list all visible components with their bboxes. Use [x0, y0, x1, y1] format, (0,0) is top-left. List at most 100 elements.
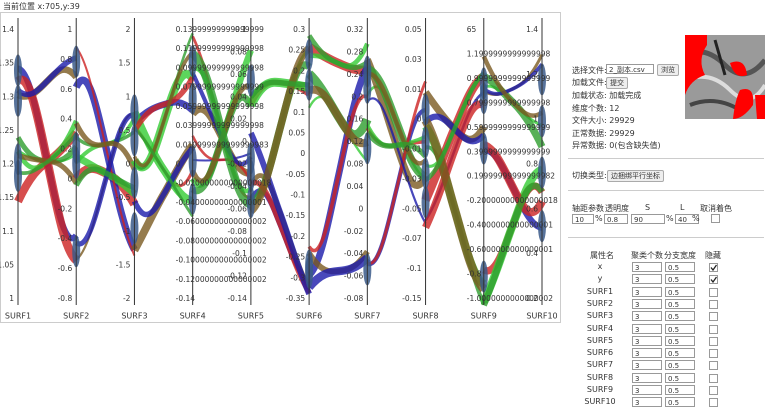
axis-tick-label: 0.5: [119, 126, 131, 135]
cluster-input[interactable]: 3: [632, 262, 662, 272]
axis-name: SURF1: [5, 312, 31, 321]
cluster-input[interactable]: 3: [632, 286, 662, 297]
file-input[interactable]: 2_副本.csv: [606, 64, 654, 74]
plot: SURF1 1.4 1.35 1.3 1.25 1.2 1.15 1.1 1.05 1 SURF2 1…: [0, 12, 561, 323]
axis-tick-label: 0.01: [405, 85, 422, 94]
axis-tick-label: -0.02: [227, 160, 247, 169]
axis-tick-label: -0.06000000000000002: [176, 217, 267, 226]
percent: %: [666, 214, 674, 223]
info-line: 文件大小: 29929: [572, 116, 635, 125]
width-input[interactable]: 0.5: [665, 372, 695, 383]
cluster-input[interactable]: 3: [632, 274, 662, 285]
submit-button[interactable]: 提交: [606, 77, 628, 89]
axis-tick-label: 0.3999999999999999: [467, 147, 551, 156]
table-header: 属性名: [590, 251, 614, 260]
bundle: [74, 112, 136, 247]
cluster-input[interactable]: 3: [632, 311, 662, 322]
width-input[interactable]: 0.5: [665, 360, 695, 371]
width-input[interactable]: 0.5: [665, 298, 695, 309]
l-input[interactable]: 40: [675, 214, 699, 224]
axis-tick-label: 0.4: [60, 115, 72, 124]
axis-tick-label: -0.08: [227, 227, 247, 236]
axis-tick-label: 0.13999999999999999: [176, 25, 265, 34]
axis-tick-label: 0.16: [347, 115, 364, 124]
axis-tick-label: -0.4000000000000001: [467, 221, 553, 230]
cluster-input[interactable]: 3: [632, 335, 662, 346]
axis-tick-label: 1.4: [2, 25, 14, 34]
bundle: [131, 146, 195, 218]
hide-checkbox[interactable]: [709, 275, 718, 285]
axis-tick-label: 0: [242, 137, 247, 146]
hide-checkbox[interactable]: [709, 299, 718, 309]
axes: SURF1 1.4 1.35 1.3 1.25 1.2 1.15 1.1 1.05 1 SURF2 1…: [0, 18, 558, 321]
axis-tick-label: -0.15: [402, 294, 422, 303]
bundle: [73, 166, 136, 191]
axis-tick-label: -0.14: [176, 294, 196, 303]
width-input[interactable]: 0.5: [665, 286, 695, 297]
axis-tick-label: -0.020000000000000018: [176, 179, 272, 188]
bundle: [365, 130, 428, 159]
opacity-input[interactable]: 0.8: [604, 214, 628, 224]
width-input[interactable]: 0.5: [665, 348, 695, 359]
width-input[interactable]: 0.5: [665, 262, 695, 272]
axis-tick-label: 0.24: [347, 70, 364, 79]
axis-tick-label: 1.1: [2, 227, 14, 236]
axis-tick-label: 1: [67, 25, 72, 34]
bundle: [422, 100, 486, 230]
hide-checkbox[interactable]: [709, 336, 718, 346]
thumbnail: [685, 35, 765, 119]
hide-checkbox[interactable]: [709, 398, 718, 408]
cluster-input[interactable]: 3: [632, 360, 662, 371]
browse-button[interactable]: 浏览: [657, 64, 679, 76]
width-input[interactable]: 0.5: [665, 323, 695, 334]
axis-tick-label: -0.8: [58, 294, 73, 303]
attr-name: SURF8: [586, 372, 614, 382]
check-mark: [710, 276, 717, 284]
no-color-checkbox[interactable]: [711, 214, 720, 223]
width-input[interactable]: 0.5: [665, 385, 695, 395]
hide-checkbox[interactable]: [709, 373, 718, 383]
axis-tick-label: 0.05: [405, 25, 422, 34]
hide-checkbox[interactable]: [709, 386, 718, 395]
hide-checkbox[interactable]: [709, 263, 718, 272]
hide-checkbox[interactable]: [709, 324, 718, 334]
axis-tick-label: 0.019999999999999983: [176, 140, 269, 149]
axis-tick-label: 0.07999999999999999: [176, 83, 265, 92]
axis-tick-label: 1.05: [0, 260, 14, 269]
cluster-input[interactable]: 3: [632, 348, 662, 359]
cluster-input[interactable]: 3: [632, 385, 662, 395]
hide-checkbox[interactable]: [709, 349, 718, 359]
axis-tick-label: -0.2: [58, 204, 73, 213]
attr-name: SURF10: [584, 397, 616, 407]
axis-gap-input[interactable]: 10: [572, 214, 594, 224]
width-input[interactable]: 0.5: [665, 335, 695, 346]
hide-checkbox[interactable]: [709, 361, 718, 371]
s-input[interactable]: 90: [631, 214, 665, 224]
width-input[interactable]: 0.5: [665, 274, 695, 285]
cluster-input[interactable]: 3: [632, 397, 662, 408]
cluster-input[interactable]: 3: [632, 372, 662, 383]
bundle: [248, 45, 312, 215]
hide-checkbox[interactable]: [709, 312, 718, 322]
axis-tick-label: -0.14: [227, 294, 247, 303]
check-mark: [710, 276, 717, 284]
axis-tick-label: 0.05999999999999998: [176, 102, 265, 111]
width-input[interactable]: 0.5: [665, 311, 695, 322]
axis-tick-label: -0.05: [402, 204, 422, 213]
axis-tick-label: 0.6: [526, 204, 538, 213]
axis-tick-label: 0: [359, 204, 364, 213]
choose-file-label: 选择文件:: [572, 66, 607, 75]
cluster-input[interactable]: 3: [632, 298, 662, 309]
bundle: [305, 254, 371, 291]
cluster-input[interactable]: 3: [632, 323, 662, 334]
axis-tick-label: -0.10000000000000002: [176, 256, 267, 265]
axis-name: SURF4: [180, 312, 206, 321]
width-input[interactable]: 0.5: [665, 397, 695, 408]
attr-name: SURF7: [586, 360, 614, 370]
switch-button[interactable]: 边捆绑平行坐标: [607, 170, 664, 182]
hide-checkbox[interactable]: [709, 287, 718, 297]
axis-tick-label: 1: [533, 115, 538, 124]
axis-tick-label: 0.9999999999999999: [467, 74, 551, 83]
